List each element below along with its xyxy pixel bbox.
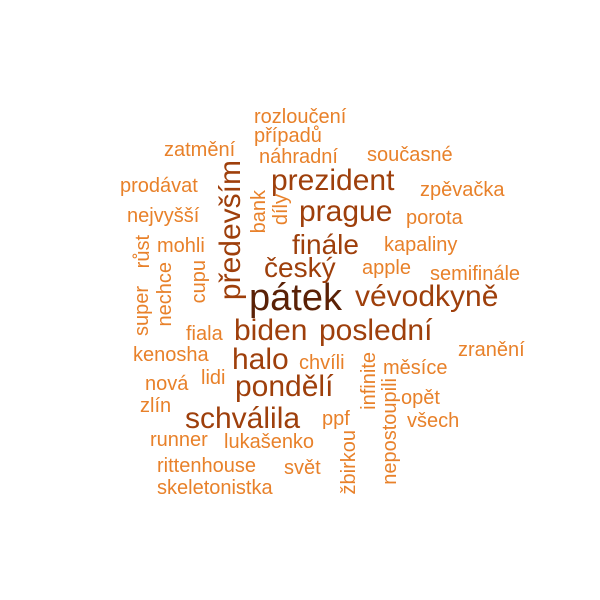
word-bank: bank (248, 190, 270, 234)
word-kapaliny: kapaliny (384, 234, 458, 256)
word-skeletonistka: skeletonistka (157, 477, 273, 499)
word-zpevacka: zpěvačka (420, 179, 505, 201)
word-infinite: infinite (358, 352, 380, 410)
word-nepostoupili: nepostoupili (379, 378, 401, 485)
word-runner: runner (150, 429, 208, 451)
word-rittenhouse: rittenhouse (157, 455, 256, 477)
word-rozlouceni: rozloučení (254, 106, 347, 128)
word-lidi: lidi (201, 367, 226, 389)
word-posledni: poslední (319, 314, 433, 347)
word-fiala: fiala (186, 323, 223, 345)
word-dily: díly (270, 194, 292, 226)
word-cupu: cupu (188, 260, 210, 304)
word-zbirkou: žbirkou (338, 430, 360, 495)
word-ppf: ppf (322, 408, 350, 430)
word-cesky: český (264, 252, 336, 283)
word-vevodkyne: vévodkyně (355, 280, 499, 313)
word-vsech: všech (407, 410, 460, 432)
word-prague: prague (299, 195, 393, 228)
word-apple: apple (362, 257, 411, 279)
word-semifinale: semifinále (430, 263, 521, 285)
word-patek: pátek (249, 277, 342, 319)
word-rust: růst (132, 235, 154, 269)
word-opet: opět (401, 387, 440, 409)
word-nahradni: náhradní (259, 146, 338, 168)
word-schvalila: schválila (185, 402, 301, 435)
word-svet: svět (284, 457, 321, 479)
word-nova: nová (145, 373, 189, 395)
word-prezident: prezident (271, 164, 395, 197)
word-finale: finále (292, 229, 359, 260)
word-nechce: nechce (154, 262, 176, 327)
word-zraneni: zranění (458, 339, 525, 361)
word-prodavat: prodávat (120, 175, 198, 197)
word-nejvyssi: nejvyšší (127, 205, 200, 227)
word-super: super (131, 286, 153, 337)
word-mesice: měsíce (383, 357, 448, 379)
word-mohli: mohli (157, 235, 205, 257)
word-soucasne: současné (367, 144, 453, 166)
word-pripadu: případů (254, 125, 322, 147)
word-porota: porota (406, 207, 463, 229)
word-pondeli: pondělí (235, 370, 334, 403)
word-predevsim: především (214, 160, 247, 301)
word-lukasenko: lukašenko (224, 431, 315, 453)
word-zlin: zlín (140, 395, 172, 417)
word-zatmeni: zatmění (164, 139, 236, 161)
word-kenosha: kenosha (133, 344, 209, 366)
word-biden: biden (234, 314, 308, 347)
word-chvili: chvíli (299, 352, 345, 374)
word-halo: halo (232, 343, 289, 376)
